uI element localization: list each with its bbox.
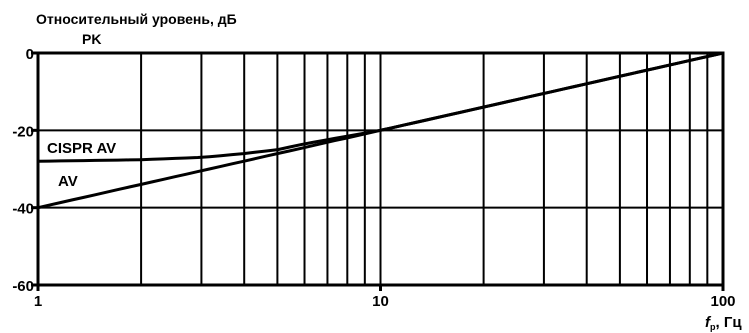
x-tick-label: 1 (34, 293, 42, 310)
y-tick-label: -20 (12, 123, 34, 140)
series-line-av (37, 51, 724, 210)
x-tick-label: 10 (372, 293, 389, 310)
series-label-pk: PK (82, 31, 101, 47)
y-tick-label: 0 (26, 46, 34, 63)
x-axis-label-var: f (705, 314, 712, 331)
series-label-av: AV (58, 173, 78, 190)
x-axis-label-unit: , Гц (716, 314, 743, 331)
axes (31, 51, 725, 291)
y-tick-label: -40 (12, 201, 34, 218)
grid (38, 53, 723, 285)
series-layer (37, 51, 724, 210)
x-tick-label: 100 (710, 293, 735, 310)
x-axis-label-sub: p (710, 322, 716, 332)
text-layer: Относительный уровень, дБ PK CISPR AV AV… (12, 11, 742, 332)
chart-title: Относительный уровень, дБ (36, 11, 237, 27)
series-label-cispr-av: CISPR AV (47, 140, 116, 157)
x-axis-label: fp, Гц (705, 314, 742, 332)
y-tick-label: -60 (12, 278, 34, 295)
